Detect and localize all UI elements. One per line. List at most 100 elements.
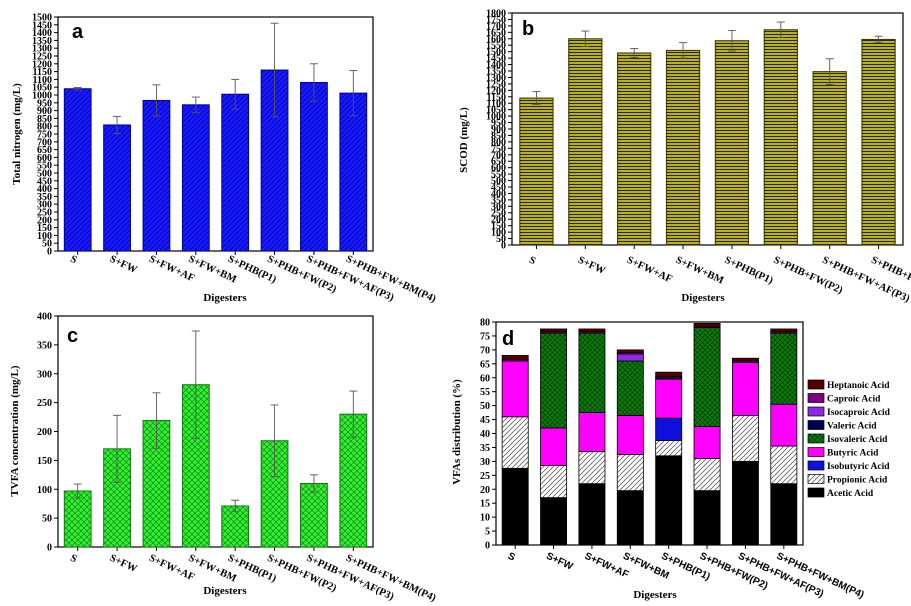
bar [763, 29, 798, 246]
y-tick-label: 1550 [486, 41, 506, 52]
bar [63, 88, 92, 252]
y-tick-label: 1800 [486, 9, 506, 20]
legend-label: Caproic Acid [827, 395, 881, 405]
x-axis-label: Digesters [681, 292, 725, 304]
y-tick-label: 60 [480, 373, 490, 384]
bar [221, 93, 250, 252]
y-tick-label: 1650 [486, 28, 506, 39]
y-tick-label: 550 [491, 170, 506, 181]
x-tick-label: S [527, 255, 537, 268]
bar [142, 99, 171, 252]
y-tick-label: 1400 [32, 28, 52, 39]
x-tick-label: S+PHB+FW+AF(P3) [820, 255, 911, 305]
y-tick-label: 1300 [32, 44, 52, 55]
y-tick-label: 40 [480, 429, 490, 440]
legend-swatch [807, 393, 825, 403]
x-axis-label: Digesters [203, 292, 247, 304]
bar-segment [540, 497, 568, 546]
y-tick-label: 650 [491, 157, 506, 168]
bar [861, 38, 896, 246]
y-tick-label: 850 [37, 114, 52, 125]
bar-segment [693, 490, 721, 546]
y-tick-label: 1000 [486, 112, 506, 123]
y-tick-label: 15 [480, 499, 490, 510]
y-tick-label: 900 [37, 106, 52, 117]
y-axis-label: VFAs distribution (%) [451, 379, 463, 485]
x-tick-label: S+FW [108, 254, 139, 276]
bar-segment [693, 458, 721, 492]
y-tick-label: 50 [496, 234, 506, 245]
bar [300, 482, 328, 548]
bar-segment [578, 328, 606, 333]
y-tick-label: 1500 [32, 13, 52, 24]
legend-label: Isovaleric Acid [827, 435, 888, 445]
y-tick-label: 650 [37, 145, 52, 156]
bar-segment [693, 426, 721, 459]
bar [665, 49, 701, 246]
bar [103, 124, 131, 252]
y-tick-label: 500 [37, 169, 52, 180]
y-tick-label: 550 [37, 161, 52, 172]
y-tick-label: 700 [491, 150, 506, 161]
y-tick-label: 1150 [33, 67, 52, 78]
legend-swatch [807, 474, 825, 484]
x-tick-label: S+FW+AF [625, 255, 674, 286]
y-tick-label: 150 [491, 221, 506, 232]
panel-label: c [67, 325, 78, 347]
y-tick-label: 50 [42, 239, 52, 250]
bar-segment [731, 414, 759, 462]
chart-a: 0501001502002503003504004505005506006507… [11, 13, 438, 306]
bar-segment [501, 360, 529, 418]
bar [812, 71, 847, 246]
y-tick-label: 800 [491, 137, 506, 148]
y-tick-label: 65 [480, 359, 490, 370]
x-tick-label: S [68, 553, 78, 566]
bar-segment [655, 371, 683, 377]
y-tick-label: 1300 [486, 73, 506, 84]
y-tick-label: 600 [491, 163, 506, 174]
y-tick-label: 400 [37, 184, 52, 195]
y-tick-label: 350 [491, 195, 506, 206]
y-tick-label: 250 [491, 208, 506, 219]
x-tick-label: S+FW [544, 551, 575, 573]
y-tick-label: 1200 [486, 86, 506, 97]
y-tick-label: 150 [37, 456, 52, 467]
bar-segment [616, 490, 644, 546]
panel-label: b [522, 18, 534, 40]
y-tick-label: 150 [37, 223, 52, 234]
y-tick-label: 300 [37, 369, 52, 380]
bar [63, 490, 92, 548]
bar-segment [731, 362, 759, 416]
y-tick-label: 30 [480, 457, 490, 468]
y-tick-label: 50 [42, 514, 52, 525]
y-tick-label: 45 [480, 415, 490, 426]
y-tick-label: 1150 [487, 92, 506, 103]
bar [300, 82, 328, 252]
bar-segment [501, 416, 529, 469]
y-tick-label: 75 [480, 331, 490, 342]
y-tick-label: 300 [37, 200, 52, 211]
y-tick-label: 1350 [486, 67, 506, 78]
y-tick-label: 1100 [33, 75, 52, 86]
y-tick-label: 250 [37, 398, 52, 409]
y-tick-label: 0 [47, 247, 52, 258]
y-tick-label: 250 [37, 208, 52, 219]
legend-label: Isobutyric Acid [827, 462, 890, 472]
bar-segment [501, 467, 529, 546]
legend-label: Acetic Acid [827, 489, 874, 499]
y-tick-label: 1450 [32, 20, 52, 31]
legend-swatch [807, 406, 825, 417]
y-tick-label: 800 [37, 122, 52, 133]
y-tick-label: 450 [491, 183, 506, 194]
legend-label: Isocaproic Acid [827, 408, 891, 418]
y-tick-label: 100 [37, 485, 52, 496]
x-tick-label: S+PHB(P1) [723, 255, 775, 287]
bar-segment [540, 328, 568, 333]
y-tick-label: 1750 [486, 15, 506, 26]
y-tick-label: 1200 [32, 59, 52, 70]
legend-label: Valeric Acid [827, 422, 877, 432]
bar-segment [501, 355, 529, 361]
y-axis-label: TVFA concentration (mg/L) [9, 365, 21, 497]
